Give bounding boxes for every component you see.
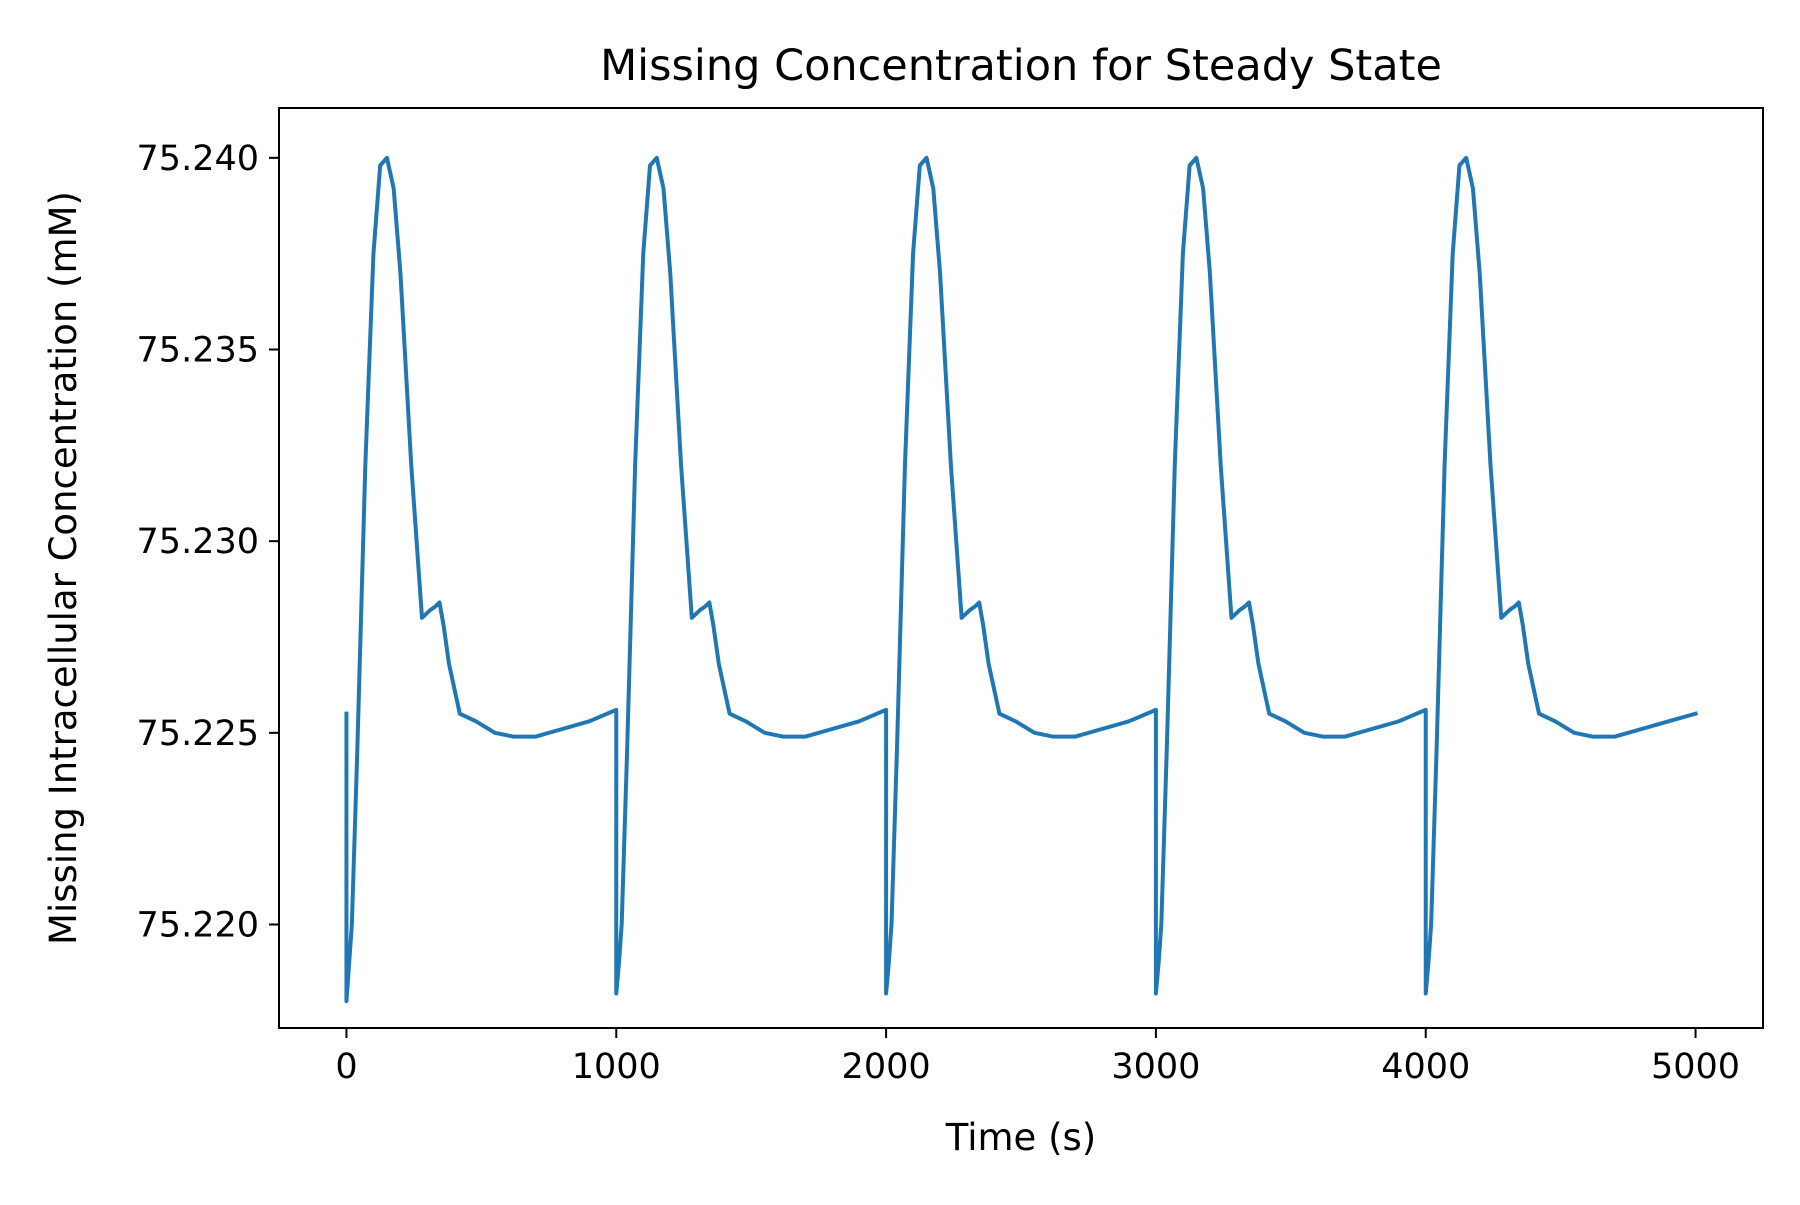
x-axis-label: Time (s) (945, 1116, 1096, 1159)
y-tick-label: 75.235 (137, 331, 259, 371)
x-tick-label: 4000 (1381, 1047, 1470, 1087)
x-axis-ticks: 0 1000 2000 3000 4000 5000 (335, 1028, 1740, 1087)
chart-title: Missing Concentration for Steady State (600, 41, 1442, 91)
x-tick-label: 5000 (1651, 1047, 1740, 1087)
plot-content (344, 155, 1699, 1004)
x-tick-label: 3000 (1111, 1047, 1200, 1087)
x-tick-label: 1000 (572, 1047, 661, 1087)
y-tick-label: 75.220 (137, 906, 259, 946)
y-axis-ticks: 75.220 75.225 75.230 75.235 75.240 (137, 139, 279, 946)
x-tick-label: 0 (335, 1047, 357, 1087)
y-axis-label: Missing Intracellular Concentration (mM) (42, 191, 85, 945)
y-tick-label: 75.225 (137, 714, 259, 754)
y-tick-label: 75.240 (137, 139, 259, 179)
x-tick-label: 2000 (842, 1047, 931, 1087)
plot-frame (278, 107, 1764, 1029)
series-line-0 (344, 155, 1699, 1004)
y-tick-label: 75.230 (137, 522, 259, 562)
